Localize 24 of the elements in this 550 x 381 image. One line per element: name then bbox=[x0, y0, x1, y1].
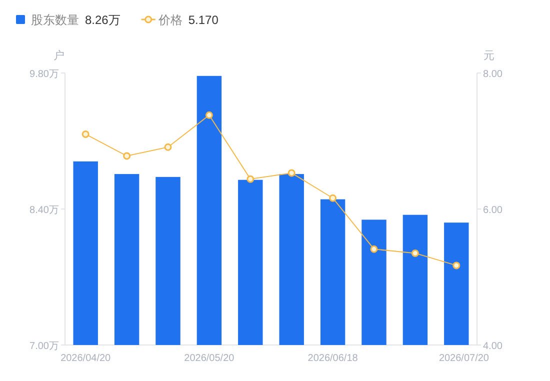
point bbox=[205, 111, 213, 119]
y-tick-label: 7.00万 bbox=[30, 341, 59, 352]
y2-tick-label: 4.00 bbox=[483, 341, 503, 352]
y-axis-title: 户 bbox=[54, 49, 64, 62]
point bbox=[246, 175, 254, 183]
x-tick-label: 2026/05/20 bbox=[184, 353, 235, 364]
y2-tick-label: 6.00 bbox=[483, 205, 503, 216]
x-tick-label: 2026/06/18 bbox=[308, 353, 358, 364]
x-tick-label: 2026/07/20 bbox=[438, 353, 490, 364]
legend-label: 股东数量 8.26万 bbox=[31, 13, 120, 27]
y2-tick-label: 8.00 bbox=[483, 69, 503, 80]
x-tick-label: 2026/04/20 bbox=[60, 353, 112, 364]
y2-axis-title: 元 bbox=[484, 50, 494, 62]
y-tick-label: 9.80万 bbox=[30, 69, 59, 80]
point bbox=[164, 143, 172, 151]
legend-label: 价格 5.170 bbox=[157, 13, 219, 27]
point bbox=[123, 152, 131, 160]
point bbox=[370, 245, 378, 253]
point bbox=[411, 249, 419, 257]
point bbox=[82, 130, 90, 138]
point bbox=[452, 262, 460, 270]
point bbox=[329, 194, 337, 202]
y-tick-label: 8.40万 bbox=[30, 205, 59, 216]
point bbox=[288, 169, 296, 177]
